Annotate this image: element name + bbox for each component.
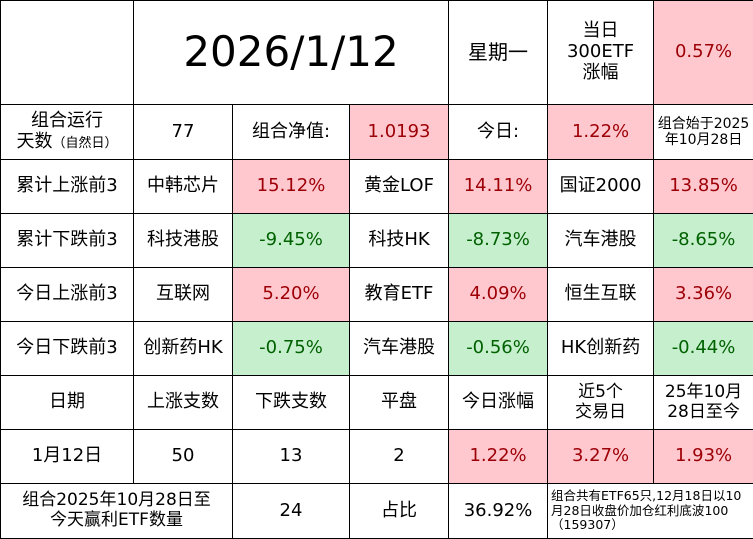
summary-row: 组合运行 天数（自然日） 77 组合净值: 1.0193 今日: 1.22% 组… bbox=[1, 105, 753, 160]
rank-label: 今日上涨前3 bbox=[1, 268, 134, 322]
stats-header-up: 上涨支数 bbox=[134, 376, 233, 430]
fund-change: 14.11% bbox=[449, 160, 548, 214]
run-days-label-line-2: 天数（自然日） bbox=[1, 132, 133, 153]
start-date-note: 组合始于2025 年10月28日 bbox=[654, 105, 753, 160]
stats-today-change: 1.22% bbox=[449, 430, 548, 484]
rank-row-today-up: 今日上涨前3 互联网 5.20% 教育ETF 4.09% 恒生互联 3.36% bbox=[1, 268, 753, 322]
run-days-label: 组合运行 天数（自然日） bbox=[1, 105, 134, 160]
stats-header-five-day: 近5个 交易日 bbox=[548, 376, 654, 430]
portfolio-note: 组合共有ETF65只,12月18日以10月28日收盘价加仓红利底波100（159… bbox=[548, 484, 753, 539]
blank-cell bbox=[1, 1, 134, 105]
index-change-value: 0.57% bbox=[654, 1, 753, 105]
fund-name: HK创新药 bbox=[548, 322, 654, 376]
start-date-line-2: 年10月28日 bbox=[654, 132, 753, 148]
rank-label: 累计上涨前3 bbox=[1, 160, 134, 214]
fund-name: 互联网 bbox=[134, 268, 233, 322]
fund-change: -8.73% bbox=[449, 214, 548, 268]
rank-label: 今日下跌前3 bbox=[1, 322, 134, 376]
index-label-line-3: 涨幅 bbox=[548, 63, 653, 84]
ratio-label: 占比 bbox=[350, 484, 449, 539]
run-days-label-main: 天数 bbox=[16, 131, 52, 152]
fund-change: -0.44% bbox=[654, 322, 753, 376]
run-days-label-note: （自然日） bbox=[52, 136, 117, 151]
index-label-line-2: 300ETF bbox=[548, 42, 653, 63]
stats-header-five-day-line-1: 近5个 bbox=[548, 383, 653, 403]
fund-name: 教育ETF bbox=[350, 268, 449, 322]
fund-change: -8.65% bbox=[654, 214, 753, 268]
rank-row-cum-up: 累计上涨前3 中韩芯片 15.12% 黄金LOF 14.11% 国证2000 1… bbox=[1, 160, 753, 214]
profit-etf-label: 组合2025年10月28日至 今天赢利ETF数量 bbox=[1, 484, 233, 539]
fund-name: 恒生互联 bbox=[548, 268, 654, 322]
stats-header-flat: 平盘 bbox=[350, 376, 449, 430]
fund-name: 汽车港股 bbox=[548, 214, 654, 268]
stats-date: 1月12日 bbox=[1, 430, 134, 484]
fund-name: 中韩芯片 bbox=[134, 160, 233, 214]
rank-label: 累计下跌前3 bbox=[1, 214, 134, 268]
fund-change: -9.45% bbox=[233, 214, 350, 268]
stats-since-change: 1.93% bbox=[654, 430, 753, 484]
stats-header-since-line-2: 28日至今 bbox=[654, 403, 753, 423]
nav-value: 1.0193 bbox=[350, 105, 449, 160]
fund-change: -0.75% bbox=[233, 322, 350, 376]
fund-name: 汽车港股 bbox=[350, 322, 449, 376]
stats-down-count: 13 bbox=[233, 430, 350, 484]
stats-header-today: 今日涨幅 bbox=[449, 376, 548, 430]
profit-etf-label-line-1: 组合2025年10月28日至 bbox=[1, 491, 232, 511]
stats-header-down: 下跌支数 bbox=[233, 376, 350, 430]
index-label-line-1: 当日 bbox=[548, 21, 653, 42]
footer-row: 组合2025年10月28日至 今天赢利ETF数量 24 占比 36.92% 组合… bbox=[1, 484, 753, 539]
stats-up-count: 50 bbox=[134, 430, 233, 484]
fund-change: 5.20% bbox=[233, 268, 350, 322]
report-date: 2026/1/12 bbox=[134, 1, 449, 105]
fund-name: 科技港股 bbox=[134, 214, 233, 268]
stats-five-day-change: 3.27% bbox=[548, 430, 654, 484]
profit-etf-count: 24 bbox=[233, 484, 350, 539]
fund-name: 创新药HK bbox=[134, 322, 233, 376]
fund-change: 13.85% bbox=[654, 160, 753, 214]
fund-change: -0.56% bbox=[449, 322, 548, 376]
start-date-line-1: 组合始于2025 bbox=[654, 116, 753, 132]
fund-change: 4.09% bbox=[449, 268, 548, 322]
run-days-value: 77 bbox=[134, 105, 233, 160]
ratio-value: 36.92% bbox=[449, 484, 548, 539]
stats-header-since-line-1: 25年10月 bbox=[654, 383, 753, 403]
stats-header-five-day-line-2: 交易日 bbox=[548, 403, 653, 423]
run-days-label-line-1: 组合运行 bbox=[1, 111, 133, 132]
fund-name: 科技HK bbox=[350, 214, 449, 268]
nav-label: 组合净值: bbox=[233, 105, 350, 160]
rank-row-today-down: 今日下跌前3 创新药HK -0.75% 汽车港股 -0.56% HK创新药 -0… bbox=[1, 322, 753, 376]
stats-header-row: 日期 上涨支数 下跌支数 平盘 今日涨幅 近5个 交易日 25年10月 28日至… bbox=[1, 376, 753, 430]
weekday: 星期一 bbox=[449, 1, 548, 105]
fund-name: 国证2000 bbox=[548, 160, 654, 214]
today-label: 今日: bbox=[449, 105, 548, 160]
profit-etf-label-line-2: 今天赢利ETF数量 bbox=[1, 511, 232, 531]
stats-header-date: 日期 bbox=[1, 376, 134, 430]
header-row: 2026/1/12 星期一 当日 300ETF 涨幅 0.57% bbox=[1, 1, 753, 105]
rank-row-cum-down: 累计下跌前3 科技港股 -9.45% 科技HK -8.73% 汽车港股 -8.6… bbox=[1, 214, 753, 268]
fund-change: 15.12% bbox=[233, 160, 350, 214]
index-label: 当日 300ETF 涨幅 bbox=[548, 1, 654, 105]
stats-flat-count: 2 bbox=[350, 430, 449, 484]
fund-name: 黄金LOF bbox=[350, 160, 449, 214]
stats-header-since: 25年10月 28日至今 bbox=[654, 376, 753, 430]
fund-change: 3.36% bbox=[654, 268, 753, 322]
stats-row: 1月12日 50 13 2 1.22% 3.27% 1.93% bbox=[1, 430, 753, 484]
today-value: 1.22% bbox=[548, 105, 654, 160]
